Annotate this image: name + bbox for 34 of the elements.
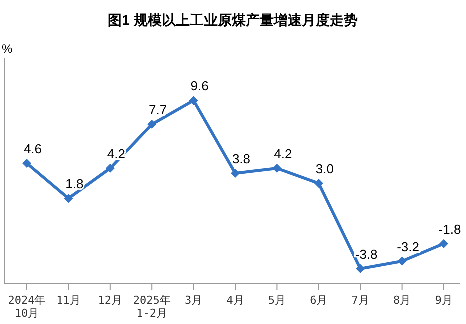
data-label: 3.0 — [316, 162, 334, 177]
x-tick-label: 12月 — [98, 294, 123, 307]
point — [398, 256, 407, 266]
x-tick-label: 9月 — [435, 294, 453, 307]
x-tick-label: 3月 — [184, 294, 203, 307]
x-tick-label: 2024年 10月 — [8, 294, 46, 320]
x-tick-label: 5月 — [268, 294, 286, 307]
x-tick-label: 4月 — [226, 294, 244, 307]
chart-title: 图1 规模以上工业原煤产量增速月度走势 — [107, 12, 359, 30]
x-tick-label: 7月 — [352, 294, 370, 307]
data-label: 9.6 — [190, 78, 209, 94]
data-label: 1.8 — [66, 176, 84, 192]
x-tick-label: 8月 — [393, 294, 412, 307]
data-label: -3.2 — [397, 239, 420, 254]
y-axis-title: % — [2, 42, 13, 56]
x-tick-label: 11月 — [56, 294, 81, 307]
point — [440, 239, 448, 248]
point — [272, 164, 282, 173]
data-label: 7.7 — [149, 102, 168, 118]
point — [148, 120, 157, 130]
data-label: -3.8 — [355, 246, 378, 262]
point — [106, 164, 115, 173]
point — [64, 194, 74, 204]
data-label: 3.8 — [232, 152, 251, 167]
point — [314, 179, 324, 188]
data-label: 4.2 — [274, 146, 292, 162]
x-tick-label: 6月 — [310, 294, 328, 307]
point — [22, 158, 32, 168]
x-tick-label: 2025年 1-2月 — [133, 294, 171, 320]
point — [231, 169, 240, 178]
point — [356, 264, 366, 274]
point — [189, 96, 198, 106]
data-label: 4.6 — [24, 141, 42, 156]
data-label: -1.8 — [438, 222, 462, 237]
